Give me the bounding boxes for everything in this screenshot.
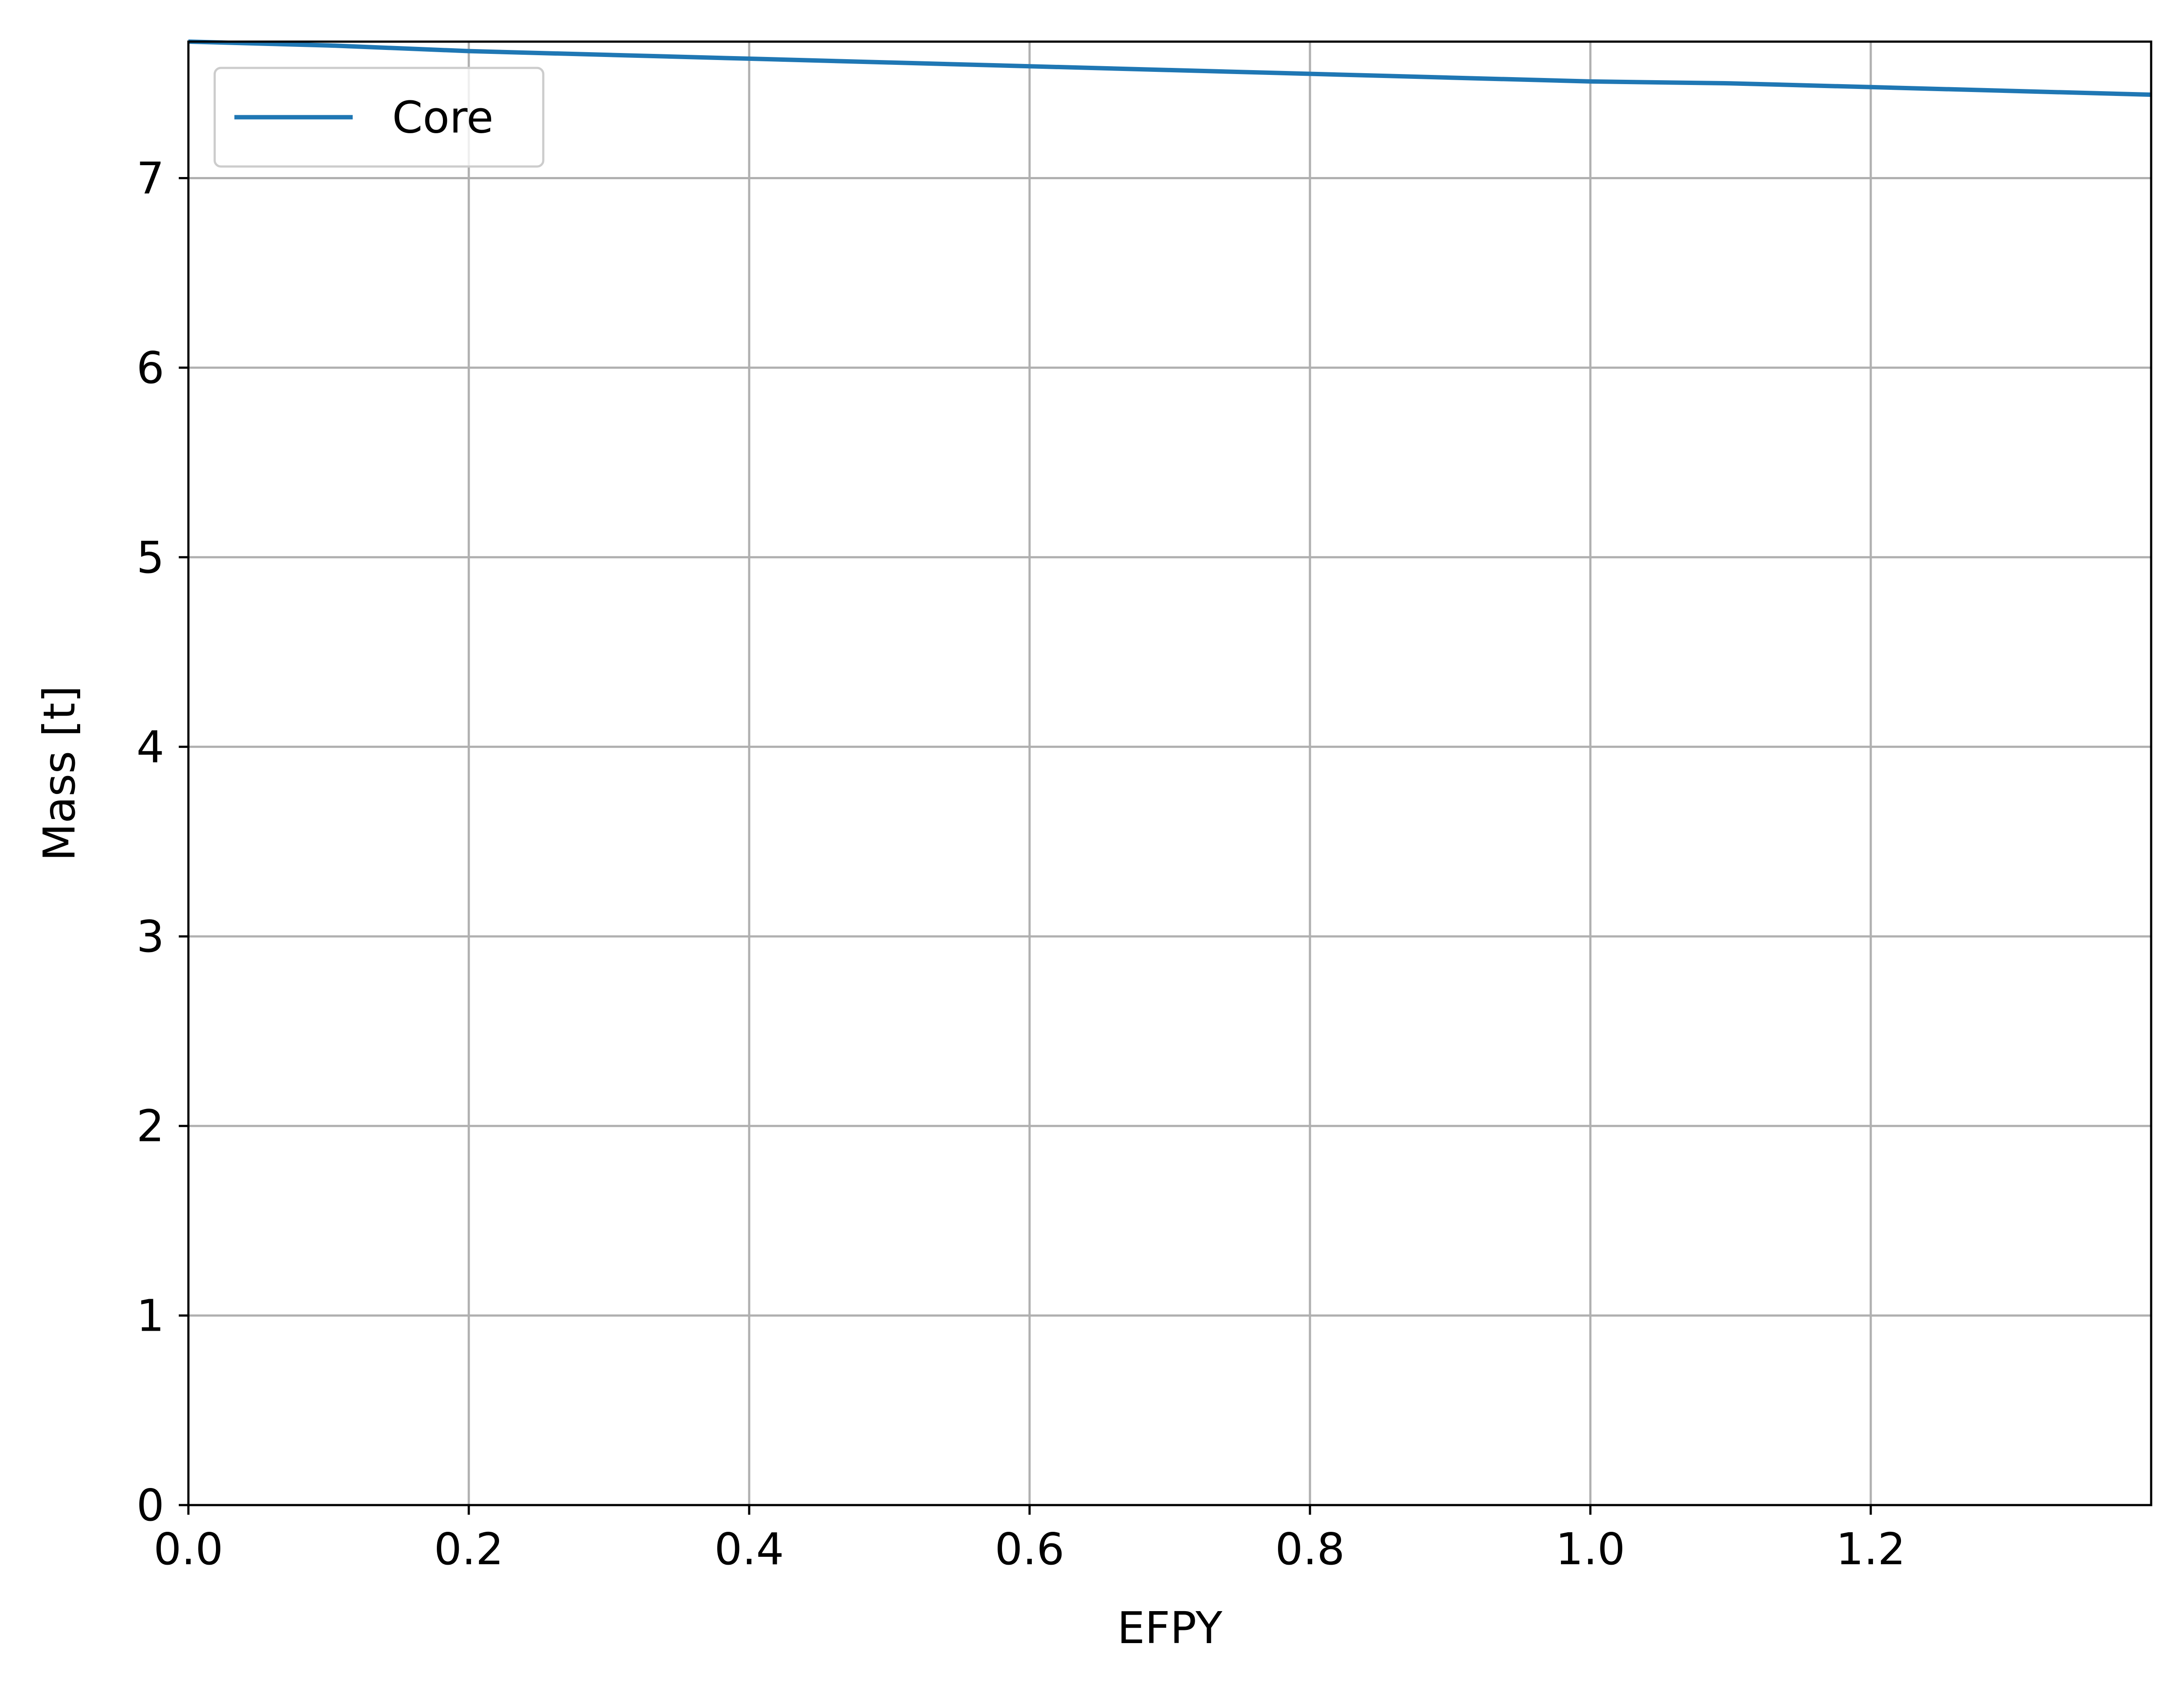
y-axis-label: Mass [t] <box>34 686 85 861</box>
y-tick-label: 0 <box>136 1480 164 1531</box>
y-tick-label: 1 <box>136 1290 164 1341</box>
plot-frame <box>187 40 2152 1506</box>
y-tick-label: 6 <box>136 342 164 393</box>
x-tick-label: 0.4 <box>714 1523 784 1575</box>
x-tick-label: 1.2 <box>1836 1523 1905 1575</box>
y-tick-label: 2 <box>136 1101 164 1152</box>
plot-area-background <box>188 42 2151 1505</box>
x-axis-label: EFPY <box>1117 1602 1223 1654</box>
legend-box <box>213 67 545 168</box>
legend-label: Core <box>392 92 493 143</box>
y-tick-label: 7 <box>136 153 164 204</box>
x-tick-label: 1.0 <box>1555 1523 1625 1575</box>
legend: Core <box>213 67 545 168</box>
y-tick-label: 5 <box>136 532 164 583</box>
series-layer <box>188 39 2152 97</box>
axis-ticks: 0.0 0.2 0.4 0.6 0.8 1.0 1.2 0 1 2 3 4 5 6 7 <box>136 153 1905 1575</box>
series-line-core <box>188 39 2152 97</box>
x-tick-label: 0.2 <box>434 1523 503 1575</box>
x-tick-label: 0.0 <box>153 1523 223 1575</box>
y-tick-label: 4 <box>136 721 164 772</box>
x-tick-label: 0.6 <box>995 1523 1064 1575</box>
y-tick-label: 3 <box>136 911 164 962</box>
x-tick-label: 0.8 <box>1275 1523 1345 1575</box>
